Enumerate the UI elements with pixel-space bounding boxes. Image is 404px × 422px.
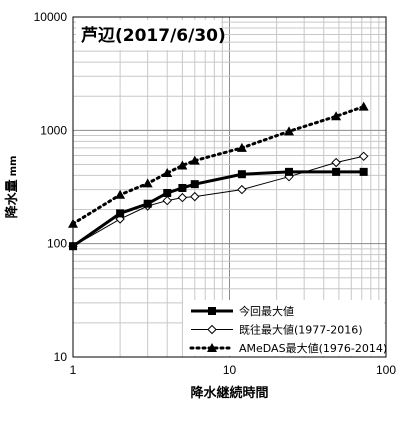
legend-item: 既往最大値(1977-2016)	[191, 323, 363, 337]
legend-item: AMeDAS最大値(1976-2014)	[189, 341, 387, 355]
series-line	[71, 105, 366, 226]
legend-item: 今回最大値	[191, 304, 294, 318]
data-point	[162, 195, 172, 206]
series-layer	[68, 101, 369, 251]
series-line	[72, 170, 364, 248]
y-tick-label: 100	[47, 237, 67, 251]
data-point	[68, 218, 78, 228]
series-2	[68, 151, 369, 251]
data-point	[285, 167, 294, 176]
chart-title: 芦辺(2017/6/30)	[81, 25, 226, 46]
y-axis-title: 降水量 mm	[4, 156, 20, 219]
y-tick-label: 1000	[40, 123, 67, 137]
y-tick-labels: 10 100 1000 10000	[34, 10, 68, 364]
title-box	[76, 20, 221, 50]
data-point	[162, 168, 173, 178]
legend-marker	[207, 324, 217, 335]
data-point	[143, 199, 152, 208]
data-point	[177, 160, 188, 170]
data-point	[189, 155, 200, 165]
data-point	[358, 151, 369, 162]
data-point	[116, 209, 125, 218]
data-point	[163, 188, 172, 197]
legend-label: 既往最大値(1977-2016)	[239, 323, 363, 337]
legend-label: 今回最大値	[239, 304, 294, 318]
svg-text:降水量mm: 降水量 mm	[4, 156, 20, 219]
data-point	[190, 191, 200, 202]
x-tick-label: 1	[70, 363, 77, 377]
data-point	[332, 167, 341, 176]
data-point	[331, 157, 341, 168]
plot-area	[72, 16, 387, 358]
x-tick-label: 10	[223, 363, 237, 377]
x-tick-label: 100	[376, 363, 396, 377]
y-tick-label: 10	[54, 350, 68, 364]
legend-marker	[207, 343, 217, 352]
x-axis-title: 降水継続時間	[190, 385, 268, 401]
legend-label: AMeDAS最大値(1976-2014)	[239, 341, 387, 355]
data-point	[237, 170, 246, 179]
data-point	[237, 184, 247, 195]
data-point	[115, 189, 126, 199]
y-tick-label: 10000	[34, 10, 68, 24]
series-line	[72, 155, 364, 247]
data-point	[142, 178, 153, 188]
data-point	[358, 101, 369, 111]
data-point	[69, 242, 77, 251]
data-point	[190, 180, 199, 189]
series-1	[69, 167, 368, 251]
data-point	[359, 167, 368, 176]
y-axis-label: 降水量	[4, 179, 20, 218]
data-point	[178, 183, 187, 192]
legend-marker	[208, 307, 216, 315]
data-point	[177, 192, 188, 203]
x-tick-labels: 1 10 100	[70, 363, 397, 377]
series-3	[68, 101, 369, 228]
data-point	[284, 126, 295, 136]
y-axis-unit: mm	[8, 156, 19, 177]
data-point	[236, 142, 247, 152]
data-point	[331, 111, 342, 121]
